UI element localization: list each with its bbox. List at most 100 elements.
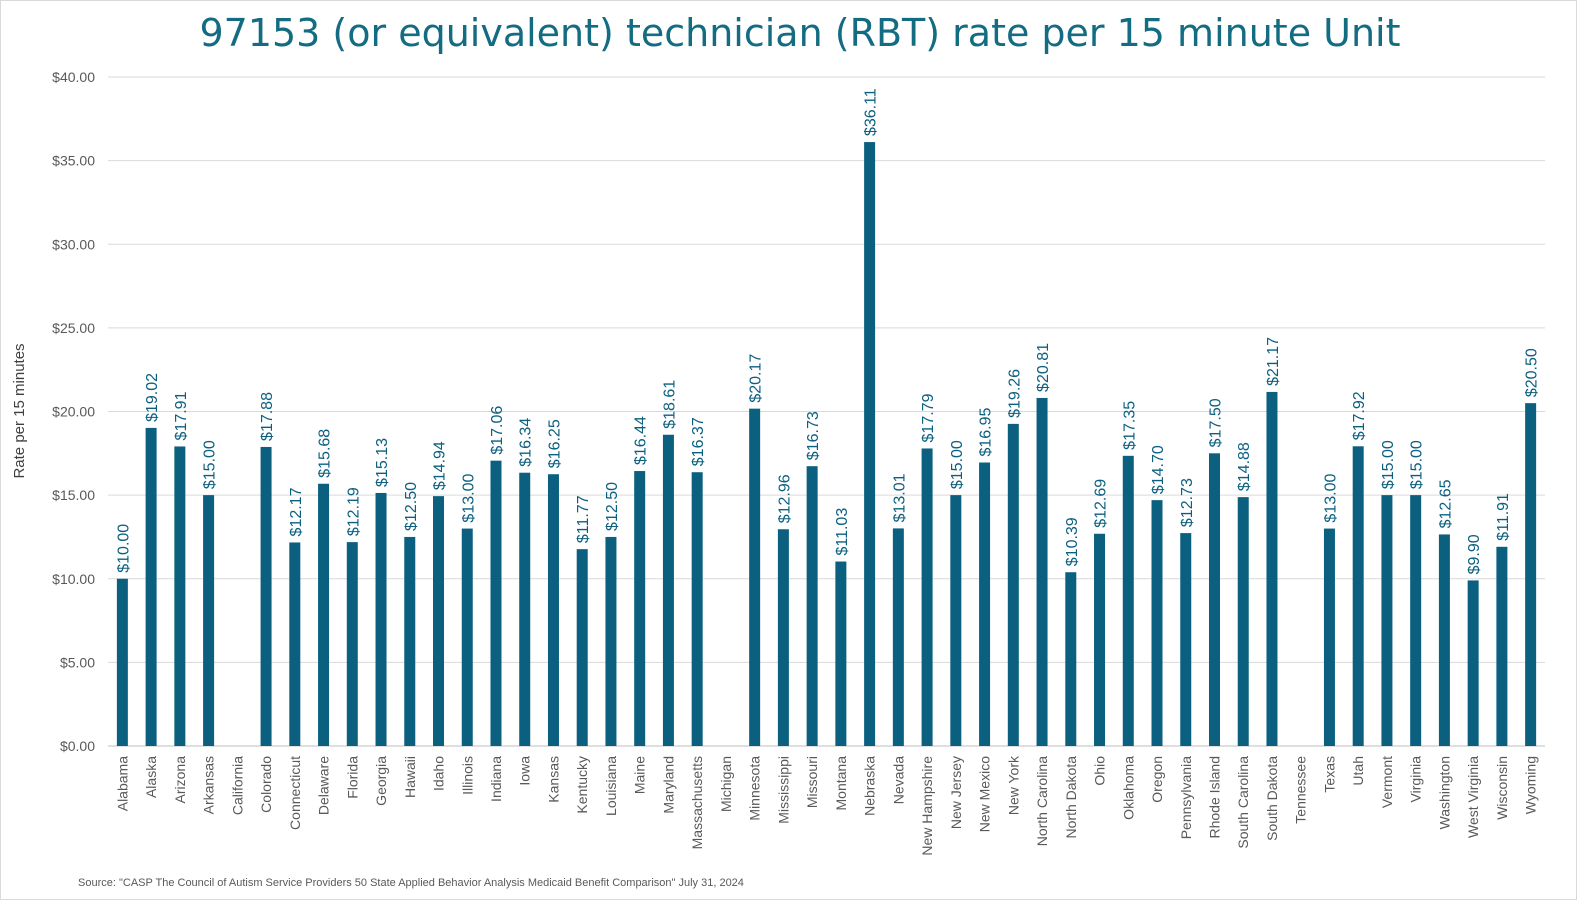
y-tick-label: $5.00: [60, 654, 95, 670]
data-label: $17.91: [173, 391, 190, 440]
x-tick-label: Oregon: [1149, 756, 1165, 803]
bar: [433, 496, 445, 746]
data-label: $18.61: [661, 380, 678, 429]
x-tick-label: Washington: [1436, 756, 1452, 829]
bar: [318, 483, 330, 746]
bar: [864, 142, 876, 747]
bar: [375, 492, 387, 746]
data-label: $16.44: [633, 416, 650, 465]
x-tick-label: West Virginia: [1465, 756, 1481, 838]
x-tick-label: Louisiana: [603, 756, 619, 816]
data-label: $17.50: [1207, 398, 1224, 447]
x-tick-label: Utah: [1350, 756, 1366, 786]
bar: [1007, 423, 1019, 746]
data-label: $16.95: [978, 407, 995, 456]
y-tick-label: $35.00: [52, 153, 95, 169]
y-tick-label: $40.00: [52, 69, 95, 85]
x-tick-label: Maryland: [660, 756, 676, 814]
bar: [519, 472, 531, 746]
bar: [1208, 453, 1220, 746]
bar: [1352, 446, 1364, 746]
y-tick-label: $15.00: [52, 487, 95, 503]
data-label: $19.26: [1006, 369, 1023, 418]
bar: [203, 495, 215, 746]
x-tick-label: Colorado: [258, 756, 274, 813]
bar: [1036, 397, 1048, 746]
x-tick-label: Delaware: [316, 756, 332, 815]
x-tick-label: South Carolina: [1235, 756, 1251, 849]
data-label: $15.13: [374, 438, 391, 487]
bar: [116, 578, 128, 746]
data-label: $15.00: [949, 440, 966, 489]
y-axis-label: Rate per 15 minutes: [11, 343, 28, 478]
x-tick-label: Pennsylvania: [1178, 756, 1194, 839]
data-label: $9.90: [1466, 534, 1483, 574]
data-label: $20.50: [1524, 348, 1541, 397]
bar: [576, 549, 588, 746]
bar: [1410, 495, 1422, 746]
data-label: $14.70: [1150, 445, 1167, 494]
data-label: $17.79: [920, 393, 937, 442]
bar: [1496, 546, 1508, 746]
bar: [662, 434, 674, 746]
data-label: $10.39: [1064, 517, 1081, 566]
x-tick-label: Minnesota: [747, 756, 763, 821]
data-label: $15.00: [202, 440, 219, 489]
bar: [1323, 528, 1335, 746]
x-tick-label: Iowa: [517, 756, 533, 786]
data-label: $11.77: [575, 495, 592, 543]
bar: [892, 528, 904, 746]
bar: [749, 408, 761, 746]
y-tick-label: $30.00: [52, 236, 95, 252]
bar: [1381, 495, 1393, 746]
bar: [1094, 533, 1106, 746]
bar: [950, 495, 962, 746]
x-tick-label: Connecticut: [287, 756, 303, 830]
data-label: $16.25: [546, 419, 563, 468]
bar: [921, 448, 933, 746]
data-label: $17.35: [1121, 401, 1138, 450]
data-label: $10.00: [115, 524, 132, 573]
data-label: $16.73: [805, 411, 822, 460]
data-label: $20.17: [748, 354, 765, 403]
x-tick-label: New Jersey: [948, 756, 964, 829]
data-label: $15.00: [1409, 440, 1426, 489]
x-tick-label: Ohio: [1092, 756, 1108, 786]
data-label: $15.68: [317, 429, 334, 478]
bar: [605, 536, 617, 746]
bar: [1122, 455, 1134, 746]
data-label: $13.01: [891, 473, 908, 522]
bar: [1065, 572, 1077, 746]
x-tick-label: New Hampshire: [919, 756, 935, 856]
x-tick-label: Kentucky: [574, 756, 590, 814]
data-label: $12.50: [604, 482, 621, 531]
x-tick-label: Vermont: [1379, 756, 1395, 808]
x-tick-label: Arizona: [172, 756, 188, 804]
bar: [346, 542, 358, 746]
y-axis: $0.00 $5.00 $10.00 $15.00 $20.00 $25.00 $30.00…: [52, 69, 95, 754]
x-tick-label: Oklahoma: [1120, 756, 1136, 820]
bar: [835, 561, 847, 746]
data-label: $12.50: [403, 482, 420, 531]
data-label: $15.00: [1380, 440, 1397, 489]
bars: $10.00 $19.02 $17.91 $15.00 $17.88 $12.17 $15.…: [115, 88, 1541, 747]
source-note: Source: "CASP The Council of Autism Serv…: [78, 877, 744, 889]
data-label: $12.65: [1437, 479, 1454, 528]
data-label: $14.94: [432, 441, 449, 490]
bar: [979, 462, 991, 746]
data-label: $13.00: [1322, 474, 1339, 523]
x-tick-label: Tennessee: [1293, 756, 1309, 824]
x-tick-label: New Mexico: [977, 756, 993, 832]
y-tick-label: $25.00: [52, 320, 95, 336]
y-tick-label: $10.00: [52, 571, 95, 587]
bar: [1180, 533, 1192, 746]
x-tick-label: Wyoming: [1523, 756, 1539, 814]
data-label: $17.06: [489, 406, 506, 455]
x-tick-label: South Dakota: [1264, 756, 1280, 841]
bar: [260, 446, 272, 746]
data-label: $12.96: [776, 474, 793, 523]
x-tick-label: North Carolina: [1034, 756, 1050, 846]
x-tick-label: Alaska: [143, 756, 159, 798]
x-tick-label: Alabama: [114, 756, 130, 811]
